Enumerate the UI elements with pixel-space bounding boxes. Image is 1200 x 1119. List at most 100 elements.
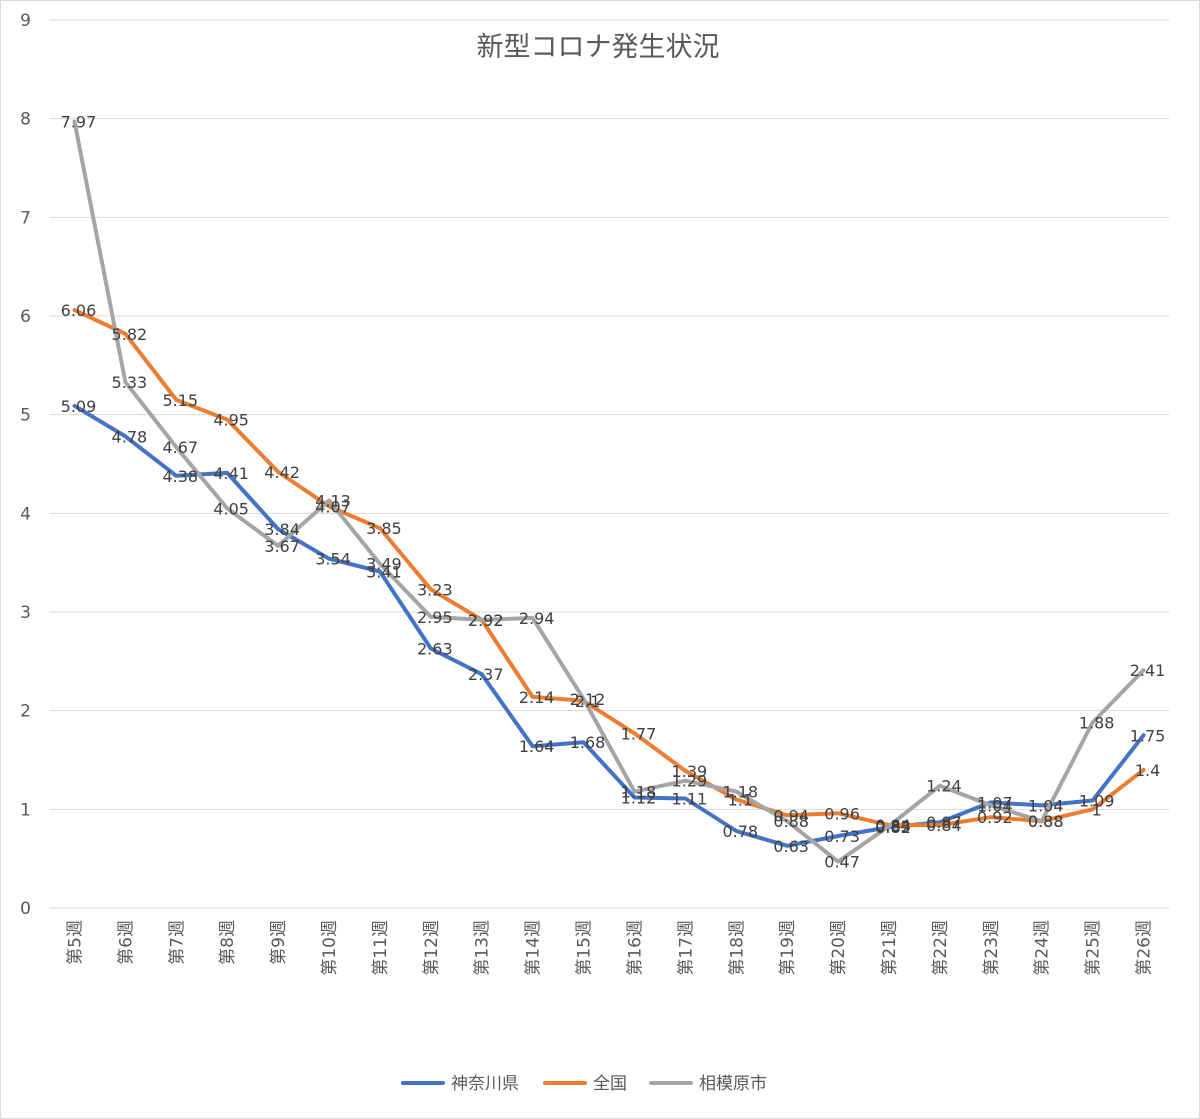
data-label: 4.78 bbox=[112, 427, 148, 446]
data-label: 1.07 bbox=[977, 793, 1013, 812]
data-label: 2.92 bbox=[468, 611, 504, 630]
legend-item: 神奈川県 bbox=[401, 1074, 519, 1094]
data-label: 0.47 bbox=[824, 853, 860, 872]
data-label: 1.1 bbox=[728, 790, 753, 809]
x-tick-label: 第15週 bbox=[575, 920, 595, 976]
data-label: 3.67 bbox=[264, 537, 300, 556]
data-label: 7.97 bbox=[61, 113, 97, 132]
data-label: 1.75 bbox=[1130, 726, 1166, 745]
x-tick-label: 第18週 bbox=[727, 920, 747, 976]
data-label: 3.85 bbox=[366, 519, 402, 538]
data-label: 0.84 bbox=[926, 816, 962, 835]
data-label: 2.41 bbox=[1130, 661, 1166, 680]
y-tick-label: 9 bbox=[20, 11, 31, 31]
data-label: 0.96 bbox=[824, 804, 860, 823]
data-label: 0.82 bbox=[875, 818, 911, 837]
x-tick-label: 第19週 bbox=[778, 920, 798, 976]
data-label: 2.95 bbox=[417, 608, 453, 627]
x-tick-label: 第10週 bbox=[320, 920, 340, 976]
y-tick-label: 3 bbox=[20, 603, 31, 623]
y-tick-label: 2 bbox=[20, 702, 31, 722]
data-label: 2.12 bbox=[570, 690, 606, 709]
data-label: 1.04 bbox=[1028, 796, 1064, 815]
data-label: 0.88 bbox=[773, 812, 809, 831]
x-tick-label: 第24週 bbox=[1033, 920, 1053, 976]
x-tick-label: 第7週 bbox=[167, 920, 187, 965]
data-label: 5.82 bbox=[112, 325, 148, 344]
data-label: 5.15 bbox=[162, 391, 198, 410]
series-line-3 bbox=[72, 119, 1146, 864]
data-label: 3.84 bbox=[264, 520, 300, 539]
data-label: 1 bbox=[1092, 800, 1102, 819]
data-label: 1.64 bbox=[519, 737, 555, 756]
data-label: 1.4 bbox=[1135, 761, 1160, 780]
data-label: 1.04 bbox=[977, 796, 1013, 815]
series-lines bbox=[72, 119, 1146, 864]
gridlines bbox=[49, 19, 1169, 909]
x-tick-label: 第16週 bbox=[625, 920, 645, 976]
data-label: 1.24 bbox=[926, 777, 962, 796]
x-tick-label: 第9週 bbox=[269, 920, 289, 965]
legend-label: 全国 bbox=[593, 1074, 627, 1094]
data-label: 1.39 bbox=[672, 762, 708, 781]
legend: 神奈川県 全国 相模原市 bbox=[401, 1074, 767, 1094]
x-tick-label: 第11週 bbox=[371, 920, 391, 976]
y-tick-label: 0 bbox=[20, 899, 31, 919]
x-tick-label: 第23週 bbox=[982, 920, 1002, 976]
y-tick-label: 4 bbox=[20, 504, 31, 524]
data-label: 6.06 bbox=[61, 301, 97, 320]
data-label: 4.95 bbox=[213, 411, 249, 430]
data-label: 3.23 bbox=[417, 580, 453, 599]
x-tick-label: 第20週 bbox=[829, 920, 849, 976]
data-label: 4.41 bbox=[213, 464, 249, 483]
data-label: 0.73 bbox=[824, 827, 860, 846]
data-label: 1.11 bbox=[672, 789, 708, 808]
data-label: 1.12 bbox=[621, 788, 657, 807]
data-label: 0.94 bbox=[773, 806, 809, 825]
series-line-2 bbox=[72, 308, 1146, 828]
data-label: 1.68 bbox=[570, 733, 606, 752]
data-labels: 5.09 4.78 4.38 4.41 3.84 3.54 3.41 2.63 2.37 1.64… bbox=[61, 113, 1166, 872]
data-label: 1.77 bbox=[621, 724, 657, 743]
data-label: 0.83 bbox=[875, 817, 911, 836]
y-tick-label: 6 bbox=[20, 307, 31, 327]
data-label: 2.92 bbox=[468, 611, 504, 630]
data-label: 1.09 bbox=[1079, 791, 1115, 810]
x-tick-label: 第22週 bbox=[931, 920, 951, 976]
data-label: 4.38 bbox=[162, 467, 198, 486]
data-label: 2.37 bbox=[468, 665, 504, 684]
data-label: 4.07 bbox=[315, 497, 351, 516]
y-tick-label: 5 bbox=[20, 406, 31, 426]
data-label: 4.67 bbox=[162, 438, 198, 457]
y-tick-label: 1 bbox=[20, 800, 31, 820]
data-label: 3.41 bbox=[366, 563, 402, 582]
data-label: 5.33 bbox=[112, 373, 148, 392]
series-line-1 bbox=[72, 403, 1146, 848]
x-tick-label: 第6週 bbox=[116, 920, 136, 965]
data-label: 0.78 bbox=[722, 822, 758, 841]
x-tick-label: 第12週 bbox=[422, 920, 442, 976]
x-axis-ticks: 第5週 第6週 第7週 第8週 第9週 第10週 第11週 第12週 第13週 第14週 第15週 第… bbox=[65, 920, 1154, 976]
data-label: 2.14 bbox=[519, 688, 555, 707]
data-label: 4.13 bbox=[315, 492, 351, 511]
y-tick-label: 8 bbox=[20, 110, 31, 130]
legend-item: 全国 bbox=[543, 1074, 627, 1094]
data-label: 1.18 bbox=[621, 783, 657, 802]
data-label: 4.05 bbox=[213, 499, 249, 518]
x-tick-label: 第14週 bbox=[524, 920, 544, 976]
data-label: 0.63 bbox=[773, 837, 809, 856]
data-label: 0.87 bbox=[926, 813, 962, 832]
data-label: 4.42 bbox=[264, 463, 300, 482]
data-label: 2.1 bbox=[575, 692, 600, 711]
x-tick-label: 第25週 bbox=[1084, 920, 1104, 976]
data-label: 0.88 bbox=[1028, 812, 1064, 831]
y-tick-label: 7 bbox=[20, 208, 31, 228]
data-label: 5.09 bbox=[61, 397, 97, 416]
data-label: 3.49 bbox=[366, 555, 402, 574]
data-label: 2.63 bbox=[417, 640, 453, 659]
legend-label: 相模原市 bbox=[699, 1074, 767, 1094]
x-tick-label: 第13週 bbox=[473, 920, 493, 976]
x-tick-label: 第21週 bbox=[880, 920, 900, 976]
